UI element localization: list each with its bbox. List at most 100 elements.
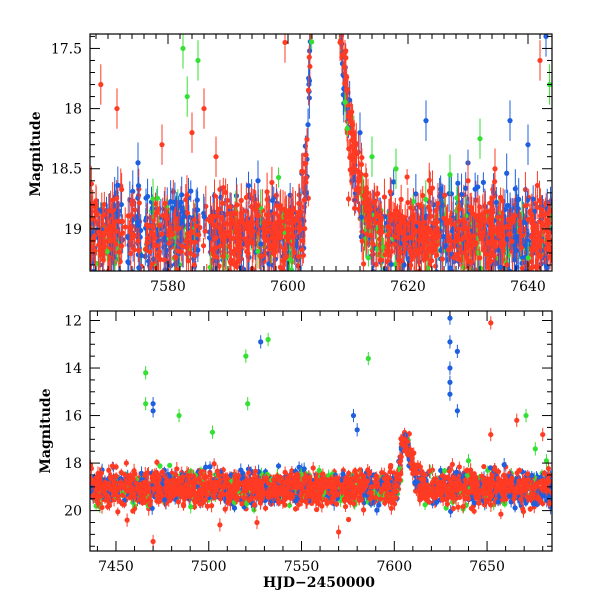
data-point-red-0-314 (144, 240, 150, 246)
data-point-0-1644 (96, 272, 101, 277)
data-point-red-0-176 (185, 258, 192, 264)
data-point-0-538 (339, 17, 344, 22)
data-point-0-1427 (196, 232, 202, 238)
data-point-red-0-346 (519, 265, 525, 271)
data-point-0-1187 (387, 189, 393, 195)
data-point-0-1788 (440, 233, 446, 240)
data-point-red-0-204 (382, 251, 388, 258)
data-point-0-1122 (132, 274, 137, 279)
data-point-0-676 (398, 196, 404, 202)
data-point-0-45 (308, 0, 313, 4)
data-point-red-0-311 (116, 249, 122, 255)
data-point-0-1454 (472, 186, 478, 192)
data-point-red-0-396 (498, 234, 504, 240)
data-point-red-0-297 (495, 225, 501, 231)
data-point-0-253 (335, 11, 340, 16)
data-point-0-1125 (371, 199, 377, 206)
data-point-0-494 (102, 277, 107, 282)
data-point-0-282 (423, 299, 428, 304)
data-point-0-1373 (439, 202, 445, 208)
data-point-red-0-424 (470, 239, 476, 245)
data-point-0-1679 (258, 241, 264, 247)
data-point-0-460 (309, 24, 314, 29)
data-point-red-0-193 (217, 229, 224, 236)
data-point-red-0-222 (295, 254, 302, 260)
data-point-red-0-106 (283, 254, 289, 261)
data-point-0-1748 (138, 227, 144, 234)
data-point-0-923 (338, 23, 343, 28)
outlier-0-6 (184, 93, 190, 100)
data-point-0-1764 (104, 248, 110, 255)
data-point-0-578 (130, 188, 136, 194)
data-point-red-0-131 (282, 246, 288, 252)
data-point-0-1206 (241, 289, 246, 294)
data-point-red-0-312 (343, 48, 349, 54)
data-point-0-1606 (209, 278, 214, 283)
data-point-0-766 (463, 185, 469, 191)
data-point-0-1261 (493, 199, 499, 206)
data-point-0-1404 (482, 273, 487, 278)
data-point-0-598 (373, 261, 379, 268)
data-point-red-0-68 (538, 207, 545, 213)
data-point-red-0-13 (193, 223, 199, 229)
data-point-red-0-386 (447, 217, 454, 223)
data-point-0-767 (132, 207, 138, 213)
data-point-0-1631 (162, 200, 168, 207)
data-point-red-0-303 (219, 200, 226, 206)
data-point-red-0-298 (356, 178, 362, 184)
data-point-0-1719 (501, 271, 506, 276)
data-point-red-0-348 (385, 232, 391, 238)
data-point-red-0-341 (453, 232, 459, 238)
data-point-0-1759 (342, 99, 348, 105)
data-point-red-0-443 (279, 225, 285, 231)
data-point-red-0-233 (102, 239, 108, 245)
data-point-0-1580 (456, 282, 461, 287)
data-point-red-0-431 (509, 216, 515, 222)
data-point-red-0-243 (339, 0, 344, 3)
data-point-0-1703 (300, 169, 306, 175)
data-point-0-1663 (525, 216, 531, 223)
data-point-red-0-227 (386, 212, 393, 218)
data-point-0-603 (401, 262, 407, 268)
data-point-red-0-61 (172, 216, 179, 222)
data-point-0-1628 (515, 206, 521, 212)
top-panel: Magnitude 7580 7600 7620 7640 17.5 18 18.5 19 (28, 0, 553, 304)
outlier-0-0 (98, 81, 104, 88)
data-point-0-1145 (478, 284, 483, 289)
data-point-0-861 (391, 179, 397, 185)
outlier-0-2 (135, 160, 141, 166)
data-point-red-0-347 (284, 226, 290, 233)
data-point-red-0-372 (362, 204, 369, 210)
data-point-0-1355 (90, 181, 94, 187)
data-point-red-0-216 (175, 248, 181, 254)
data-point-red-0-448 (210, 213, 216, 220)
data-point-red-0-155 (234, 220, 241, 226)
data-point-red-0-294 (337, 1, 342, 6)
data-point-0-576 (213, 278, 218, 283)
data-point-0-266 (504, 170, 510, 176)
data-point-red-0-141 (359, 238, 365, 244)
data-point-0-1667 (112, 277, 117, 282)
data-point-red-0-45 (136, 200, 142, 206)
data-point-0-911 (204, 274, 209, 279)
outlier-0-19 (477, 136, 483, 142)
data-point-red-0-442 (529, 234, 535, 240)
data-point-red-0-304 (442, 192, 448, 198)
outlier-0-1 (114, 105, 120, 112)
data-point-red-0-328 (119, 218, 126, 225)
data-point-0-447 (405, 199, 411, 206)
data-point-red-0-375 (122, 224, 128, 230)
bottom-panel: Magnitude HJD−2450000 7450 7500 7550 7600 76… (38, 310, 553, 591)
data-point-0-368 (486, 272, 491, 277)
data-point-0-641 (475, 280, 480, 285)
data-point-red-0-391 (267, 242, 274, 249)
data-point-red-0-104 (249, 219, 256, 226)
data-point-red-0-447 (271, 250, 277, 257)
plot-area (90, 311, 552, 549)
data-point-0-1542 (188, 188, 194, 194)
data-point-0-1121 (129, 201, 136, 208)
data-point-0-1509 (172, 199, 178, 205)
data-point-red-0-333 (252, 206, 259, 212)
data-point-0-1775 (365, 255, 372, 261)
outlier-0-7 (189, 130, 195, 136)
